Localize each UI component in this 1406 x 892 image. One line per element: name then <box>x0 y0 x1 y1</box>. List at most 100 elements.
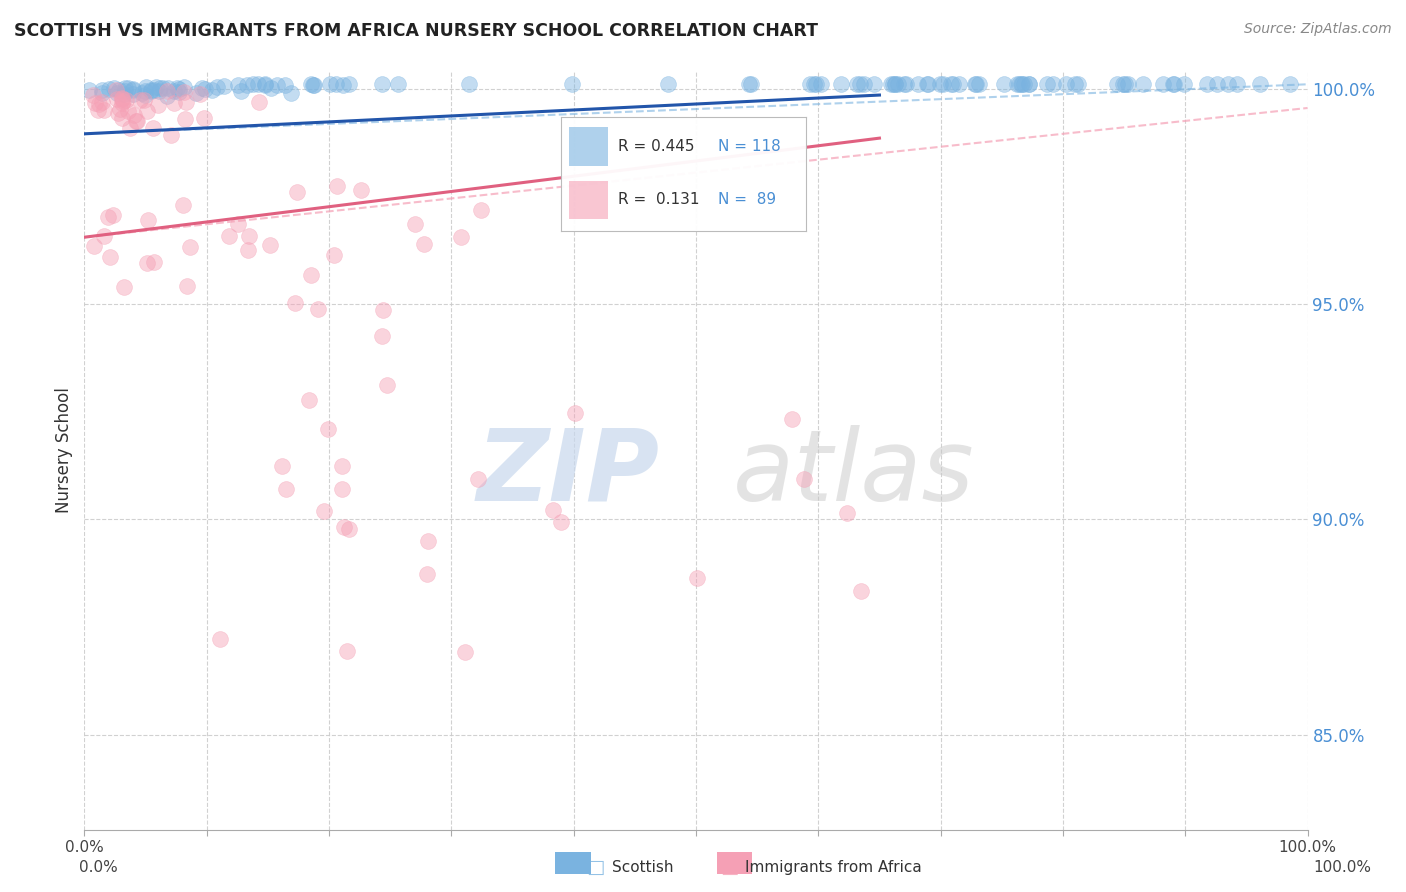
Point <box>193 111 215 125</box>
Text: □: □ <box>720 857 738 877</box>
Point <box>103 81 125 95</box>
Point <box>173 85 195 99</box>
Point <box>738 77 761 91</box>
Point <box>247 78 270 92</box>
Point <box>319 77 342 91</box>
Point <box>148 84 170 98</box>
Point <box>375 378 398 392</box>
Point <box>125 113 148 128</box>
Point <box>1216 77 1239 91</box>
Text: Source: ZipAtlas.com: Source: ZipAtlas.com <box>1244 22 1392 37</box>
Point <box>135 80 157 95</box>
Point <box>122 81 145 95</box>
Point <box>93 229 115 244</box>
Point <box>917 77 939 91</box>
Point <box>121 83 143 97</box>
Point <box>82 88 104 103</box>
Point <box>111 112 134 126</box>
Point <box>1152 77 1174 91</box>
Point <box>97 210 120 224</box>
Point <box>371 77 394 91</box>
Point <box>141 120 163 135</box>
Point <box>260 81 283 95</box>
Point <box>139 83 162 97</box>
Point <box>387 77 409 91</box>
Point <box>1042 77 1064 91</box>
Point <box>541 503 564 517</box>
Text: atlas: atlas <box>733 425 974 522</box>
Point <box>142 83 165 97</box>
Point <box>145 80 167 95</box>
Point <box>686 571 709 585</box>
Point <box>111 95 134 109</box>
Point <box>135 103 157 118</box>
Point <box>792 472 814 486</box>
Point <box>1163 77 1185 91</box>
Text: □: □ <box>586 857 605 877</box>
Point <box>917 77 939 91</box>
Point <box>172 197 194 211</box>
Point <box>105 86 128 100</box>
Point <box>259 237 281 252</box>
Point <box>1226 77 1249 91</box>
Point <box>415 567 437 582</box>
Point <box>173 79 195 94</box>
Point <box>87 103 110 117</box>
Point <box>226 78 249 92</box>
Point <box>1114 77 1136 91</box>
Point <box>1010 77 1032 91</box>
Point <box>212 78 235 93</box>
Point <box>907 77 929 91</box>
Point <box>965 77 987 91</box>
Point <box>191 81 214 95</box>
Point <box>84 96 107 111</box>
Point <box>159 128 181 142</box>
Point <box>1005 77 1028 91</box>
Point <box>228 217 250 231</box>
Point <box>83 239 105 253</box>
Point <box>893 77 915 91</box>
Point <box>114 84 136 98</box>
Point <box>942 77 965 91</box>
Point <box>235 78 257 92</box>
Point <box>323 248 346 262</box>
Point <box>79 83 101 97</box>
Point <box>882 77 904 91</box>
Point <box>131 86 153 100</box>
Point <box>247 95 270 109</box>
Point <box>238 228 260 243</box>
Point <box>1012 77 1035 91</box>
Point <box>156 89 179 103</box>
Point <box>1112 77 1135 91</box>
Point <box>98 250 121 264</box>
Point <box>238 243 260 257</box>
Point <box>107 105 129 120</box>
Point <box>330 482 353 496</box>
Point <box>111 92 134 106</box>
Point <box>332 78 354 93</box>
Point <box>993 77 1015 91</box>
Point <box>803 77 825 91</box>
Point <box>1011 77 1033 91</box>
Point <box>124 108 146 122</box>
Point <box>1195 77 1218 91</box>
Point <box>1116 77 1139 91</box>
Point <box>350 182 373 196</box>
Point <box>111 91 134 105</box>
Text: 0.0%: 0.0% <box>79 860 118 874</box>
Point <box>1067 77 1090 91</box>
Point <box>111 96 134 111</box>
Y-axis label: Nursery School: Nursery School <box>55 387 73 514</box>
Point <box>931 77 953 91</box>
Point <box>457 77 479 91</box>
Point <box>91 95 114 109</box>
Point <box>117 104 139 119</box>
Point <box>184 87 207 101</box>
Point <box>780 412 803 426</box>
Text: ZIP: ZIP <box>477 425 659 522</box>
Point <box>179 239 201 253</box>
Point <box>302 78 325 92</box>
Point <box>266 78 288 92</box>
Point <box>929 77 952 91</box>
Point <box>125 113 148 128</box>
